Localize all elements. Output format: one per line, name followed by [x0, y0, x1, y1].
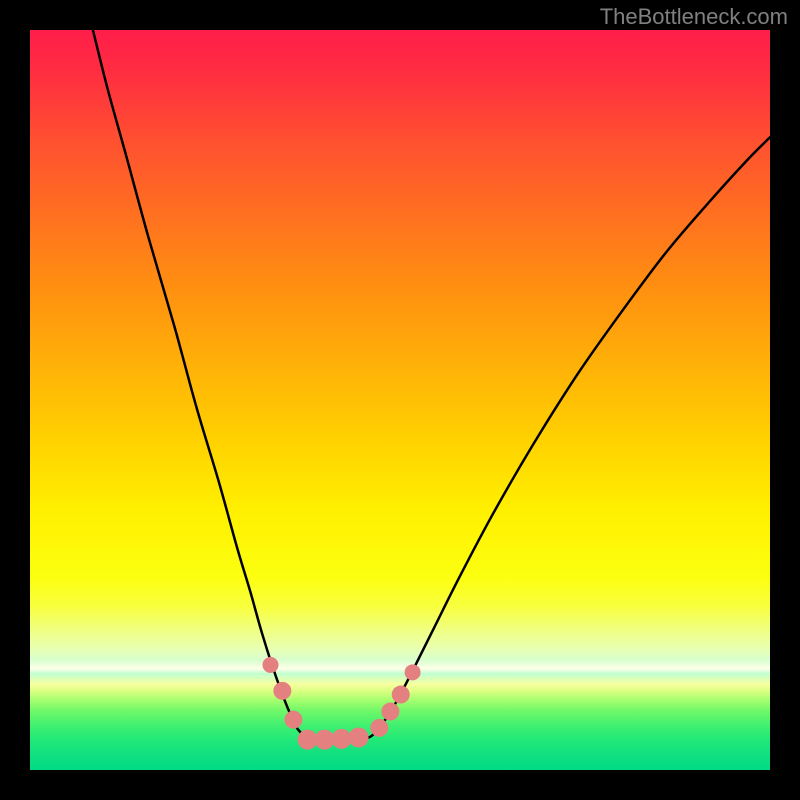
- chart-container: [30, 30, 770, 770]
- chart-marker: [370, 719, 388, 737]
- chart-marker: [381, 703, 399, 721]
- chart-marker: [405, 664, 421, 680]
- chart-marker: [315, 730, 335, 750]
- chart-marker: [349, 727, 369, 747]
- chart-curve: [93, 30, 770, 741]
- chart-marker: [392, 686, 410, 704]
- chart-marker: [263, 657, 279, 673]
- chart-marker: [284, 711, 302, 729]
- watermark-text: TheBottleneck.com: [600, 4, 788, 30]
- chart-marker: [332, 729, 352, 749]
- chart-marker: [298, 730, 318, 750]
- chart-marker: [273, 682, 291, 700]
- chart-curve-layer: [30, 30, 770, 770]
